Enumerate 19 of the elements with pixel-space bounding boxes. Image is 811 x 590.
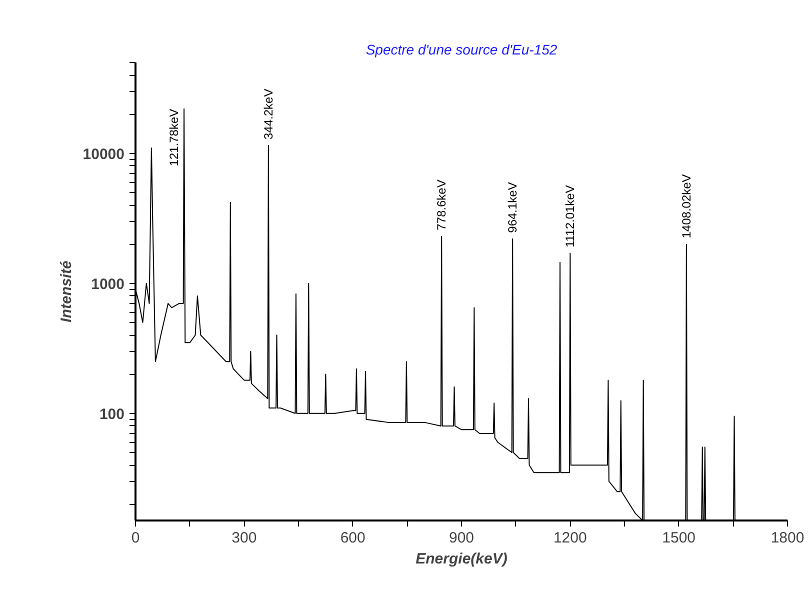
x-axis-title: Energie(keV) — [416, 550, 508, 568]
x-tick-label: 900 — [448, 530, 474, 546]
x-tick-label: 300 — [232, 530, 257, 546]
x-tick-label: 1800 — [770, 530, 804, 546]
y-tick-label: 1000 — [91, 276, 125, 293]
y-tick-label: 100 — [99, 406, 125, 423]
annotation: 344.2keV — [261, 88, 276, 140]
x-tick-label: 1500 — [662, 530, 696, 546]
annotation: 778.6keV — [434, 180, 449, 230]
x-tick-label: 0 — [131, 530, 140, 546]
x-tick-label: 1200 — [553, 530, 587, 546]
annotation: 1112.01keV — [563, 185, 578, 248]
annotation: 121.78keV — [167, 108, 182, 166]
y-axis-title: Intensité — [58, 260, 75, 322]
y-tick-label: 10000 — [82, 146, 125, 163]
x-tick-label: 600 — [340, 530, 366, 546]
annotation: 1408.02keV — [679, 174, 694, 238]
annotation: 964.1keV — [506, 182, 520, 233]
chart-title: Spectre d'une source d'Eu-152 — [366, 42, 558, 58]
